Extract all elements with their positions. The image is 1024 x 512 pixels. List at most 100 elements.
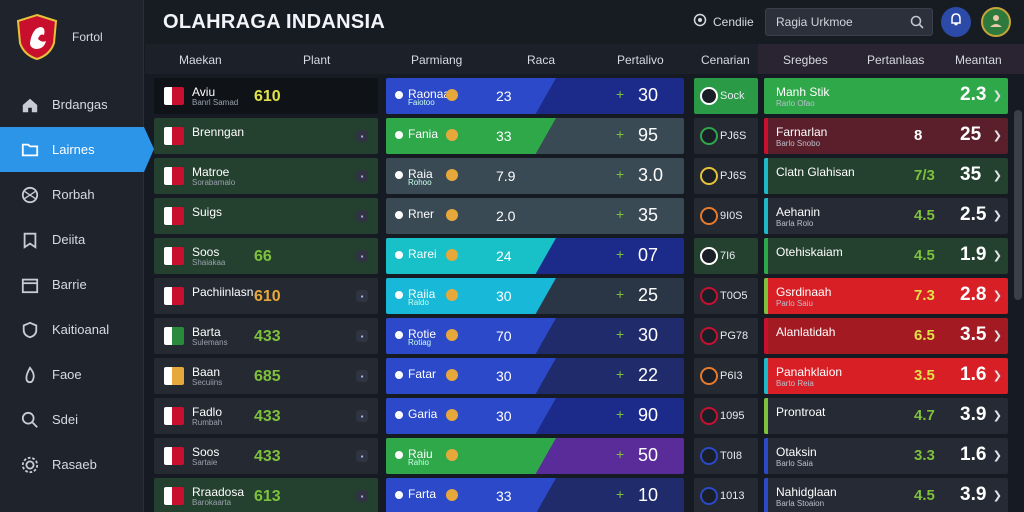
notifications-button[interactable] — [941, 7, 971, 37]
standing-row[interactable]: Aehanin Barla Rolo 4.5 2.5 ❯ — [764, 198, 1008, 234]
sidebar-item-faoe[interactable]: Faoe — [0, 352, 143, 397]
chevron-right-icon[interactable]: ❯ — [992, 250, 1002, 262]
code-row[interactable]: 1095 — [694, 398, 758, 434]
search-icon[interactable] — [910, 15, 924, 34]
info-icon[interactable]: ▪ — [356, 170, 368, 182]
sidebar-item-deiita[interactable]: Deiita — [0, 217, 143, 262]
team-row[interactable]: Matroe Sorabamalo ▪ — [154, 158, 378, 194]
sidebar-item-kaitioanal[interactable]: Kaitioanal — [0, 307, 143, 352]
info-icon[interactable]: ▪ — [356, 490, 368, 502]
trend-icon: + — [616, 86, 625, 102]
match-row[interactable]: Garia 30 +90 — [386, 398, 684, 434]
match-row[interactable]: Rner 2.0 +35 — [386, 198, 684, 234]
match-row[interactable]: Raiu Rahio +50 — [386, 438, 684, 474]
column-header[interactable]: Maekan — [179, 53, 222, 67]
standing-row[interactable]: Gsrdinaah Parlo Saiu 7.3 2.8 ❯ — [764, 278, 1008, 314]
sidebar-item-home[interactable]: Brdangas — [0, 82, 143, 127]
chevron-right-icon[interactable]: ❯ — [992, 130, 1002, 142]
standing-row[interactable]: Otehiskaiam 4.5 1.9 ❯ — [764, 238, 1008, 274]
match-row[interactable]: Fania 33 +95 — [386, 118, 684, 154]
team-row[interactable]: Pachiinlasn 610 ▪ — [154, 278, 378, 314]
column-header[interactable]: Plant — [303, 53, 331, 67]
column-header[interactable]: Parmiang — [411, 53, 463, 67]
standing-row[interactable]: Panahklaion Barto Reia 3.5 1.6 ❯ — [764, 358, 1008, 394]
settings-button[interactable]: Cendiie — [693, 13, 754, 30]
column-header[interactable]: Sregbes — [783, 53, 828, 67]
code-row[interactable]: T0I8 — [694, 438, 758, 474]
chevron-right-icon[interactable]: ❯ — [992, 490, 1002, 502]
team-row[interactable]: Suigs ▪ — [154, 198, 378, 234]
team-row[interactable]: Aviu Banrl Samad 610 — [154, 78, 378, 114]
status-dot-icon — [395, 491, 403, 499]
info-icon[interactable]: ▪ — [356, 410, 368, 422]
match-row[interactable]: Raiia Raldo 30 +25 — [386, 278, 684, 314]
column-header[interactable]: Raca — [527, 53, 556, 67]
sidebar-item-sdei[interactable]: Sdei — [0, 397, 143, 442]
code-row[interactable]: PG78 — [694, 318, 758, 354]
team-row[interactable]: Soos Sartaie 433 ▪ — [154, 438, 378, 474]
standing-row[interactable]: Manh Stik Rarlo Ofao 2.3 ❯ — [764, 78, 1008, 114]
team-row[interactable]: Brenngan ▪ — [154, 118, 378, 154]
standing-row[interactable]: Alanlatidah 6.5 3.5 ❯ — [764, 318, 1008, 354]
info-icon[interactable]: ▪ — [356, 250, 368, 262]
chevron-right-icon[interactable]: ❯ — [992, 370, 1002, 382]
flag-icon — [164, 167, 184, 185]
column-header[interactable]: Pertanlaas — [867, 53, 925, 67]
info-icon[interactable]: ▪ — [356, 210, 368, 222]
team-row[interactable]: Baan Secuiins 685 ▪ — [154, 358, 378, 394]
sidebar-item-barrie[interactable]: Barrie — [0, 262, 143, 307]
info-icon[interactable]: ▪ — [356, 450, 368, 462]
column-header[interactable]: Meantan — [955, 53, 1002, 67]
page-title: OLAHRAGA INDANSIA — [163, 10, 386, 33]
team-name: Soos — [192, 445, 220, 459]
chevron-right-icon[interactable]: ❯ — [992, 210, 1002, 222]
code-row[interactable]: PJ6S — [694, 118, 758, 154]
standing-row[interactable]: Clatn Glahisan 7/3 35 ❯ — [764, 158, 1008, 194]
team-row[interactable]: Fadlo Rumbah 433 ▪ — [154, 398, 378, 434]
standing-row[interactable]: Farnarlan Barlo Snobo 8 25 ❯ — [764, 118, 1008, 154]
match-row[interactable]: Raia Rohoo 7.9 +3.0 — [386, 158, 684, 194]
standing-row[interactable]: Otaksin Barlo Saia 3.3 1.6 ❯ — [764, 438, 1008, 474]
sidebar-item-rorbah[interactable]: Rorbah — [0, 172, 143, 217]
team-row[interactable]: Soos Shaiakaa 66 ▪ — [154, 238, 378, 274]
chevron-right-icon[interactable]: ❯ — [992, 170, 1002, 182]
club-logo-icon[interactable] — [16, 13, 58, 61]
code-row[interactable]: 1013 — [694, 478, 758, 512]
chevron-right-icon[interactable]: ❯ — [992, 410, 1002, 422]
standing-row[interactable]: Nahidglaan Barla Stoaion 4.5 3.9 ❯ — [764, 478, 1008, 512]
match-highlight — [386, 278, 556, 314]
sidebar-item-rasaeb[interactable]: Rasaeb — [0, 442, 143, 487]
chevron-right-icon[interactable]: ❯ — [992, 90, 1002, 102]
match-row[interactable]: Fatar 30 +22 — [386, 358, 684, 394]
code-row[interactable]: Sock — [694, 78, 758, 114]
code-row[interactable]: T0O5 — [694, 278, 758, 314]
search-input[interactable] — [776, 15, 906, 29]
team-row[interactable]: Barta Sulemans 433 ▪ — [154, 318, 378, 354]
team-row[interactable]: Rraadosa Barokaarta 613 ▪ — [154, 478, 378, 512]
code-row[interactable]: PJ6S — [694, 158, 758, 194]
scrollbar[interactable] — [1014, 110, 1022, 300]
club-badge-icon — [700, 447, 718, 465]
code-label: Sock — [720, 90, 745, 102]
match-row[interactable]: Rotie Rotiag 70 +30 — [386, 318, 684, 354]
standing-row[interactable]: Prontroat 4.7 3.9 ❯ — [764, 398, 1008, 434]
match-row[interactable]: Rarei 24 +07 — [386, 238, 684, 274]
match-score: 25 — [638, 285, 659, 305]
column-header[interactable]: Cenarian — [701, 53, 750, 67]
chevron-right-icon[interactable]: ❯ — [992, 290, 1002, 302]
column-header[interactable]: Pertalivo — [617, 53, 664, 67]
info-icon[interactable]: ▪ — [356, 290, 368, 302]
match-row[interactable]: Raonaa Faiotoo 23 +30 — [386, 78, 684, 114]
sidebar-item-lairnes[interactable]: Lairnes — [0, 127, 154, 172]
match-row[interactable]: Farta 33 +10 — [386, 478, 684, 512]
standing-name: Clatn Glahisan — [776, 165, 855, 179]
info-icon[interactable]: ▪ — [356, 370, 368, 382]
code-row[interactable]: 7I6 — [694, 238, 758, 274]
info-icon[interactable]: ▪ — [356, 330, 368, 342]
avatar[interactable] — [981, 7, 1011, 37]
chevron-right-icon[interactable]: ❯ — [992, 330, 1002, 342]
info-icon[interactable]: ▪ — [356, 130, 368, 142]
chevron-right-icon[interactable]: ❯ — [992, 450, 1002, 462]
code-row[interactable]: 9I0S — [694, 198, 758, 234]
code-row[interactable]: P6I3 — [694, 358, 758, 394]
